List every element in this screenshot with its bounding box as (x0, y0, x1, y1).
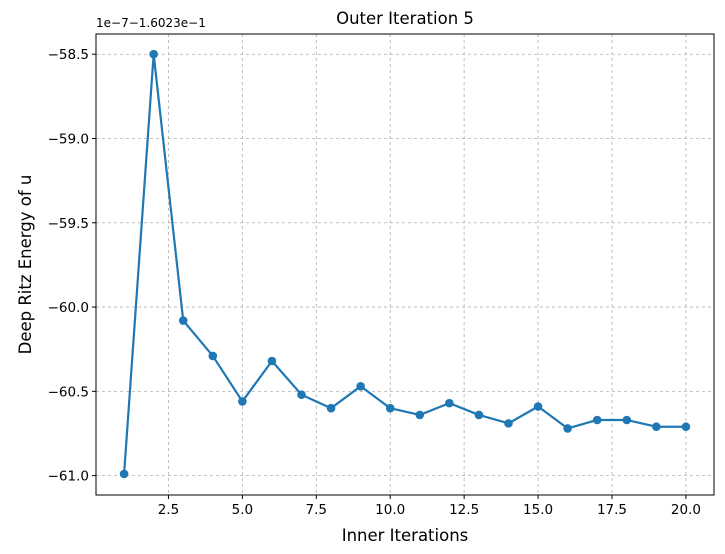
data-point (533, 402, 543, 411)
data-point (415, 410, 425, 420)
data-point (681, 422, 691, 432)
data-points (119, 49, 691, 479)
data-point (385, 403, 395, 413)
y-tick-label: −58.5 (48, 47, 89, 63)
data-point (504, 419, 513, 428)
data-point (119, 469, 129, 479)
data-point (563, 424, 572, 433)
data-point (622, 415, 632, 425)
data-point (652, 422, 661, 432)
series-line-layer (122, 53, 686, 475)
data-point (238, 397, 247, 406)
y-axis-label: Deep Ritz Energy of u (16, 175, 35, 355)
y-tick-label: −60.5 (48, 384, 89, 400)
data-point (297, 390, 306, 400)
x-tick-label: 20.0 (671, 502, 701, 518)
y-tick-label: −59.5 (48, 216, 89, 232)
x-tick-label: 7.5 (306, 502, 327, 518)
y-axis-offset-text: 1e−7−1.6023e−1 (96, 16, 206, 30)
data-point (445, 398, 454, 408)
y-axis-ticks: −58.5 −59.0 −59.5 −60.0 −60.5 −61.0 (48, 47, 96, 485)
data-point (208, 351, 218, 361)
data-point (474, 410, 484, 420)
data-point (149, 49, 158, 59)
data-point (267, 356, 277, 366)
data-point (178, 316, 188, 325)
x-axis-label: Inner Iterations (342, 526, 469, 545)
y-tick-label: −59.0 (48, 132, 89, 148)
x-tick-label: 17.5 (597, 502, 627, 518)
data-point (592, 415, 602, 425)
y-tick-label: −60.0 (48, 300, 89, 316)
data-point (356, 381, 365, 391)
y-tick-label: −61.0 (48, 469, 89, 485)
grid (96, 34, 714, 495)
chart-title: Outer Iteration 5 (336, 9, 474, 28)
x-tick-label: 15.0 (523, 502, 553, 518)
x-axis-ticks: 2.5 5.0 7.5 10.0 12.5 15.0 17.5 20.0 (158, 495, 701, 518)
plot-frame (95, 33, 715, 496)
data-point (326, 403, 336, 413)
x-tick-label: 12.5 (449, 502, 479, 518)
x-tick-label: 2.5 (158, 502, 179, 518)
series-line (122, 53, 686, 475)
x-tick-label: 5.0 (232, 502, 253, 518)
x-tick-label: 10.0 (375, 502, 405, 518)
